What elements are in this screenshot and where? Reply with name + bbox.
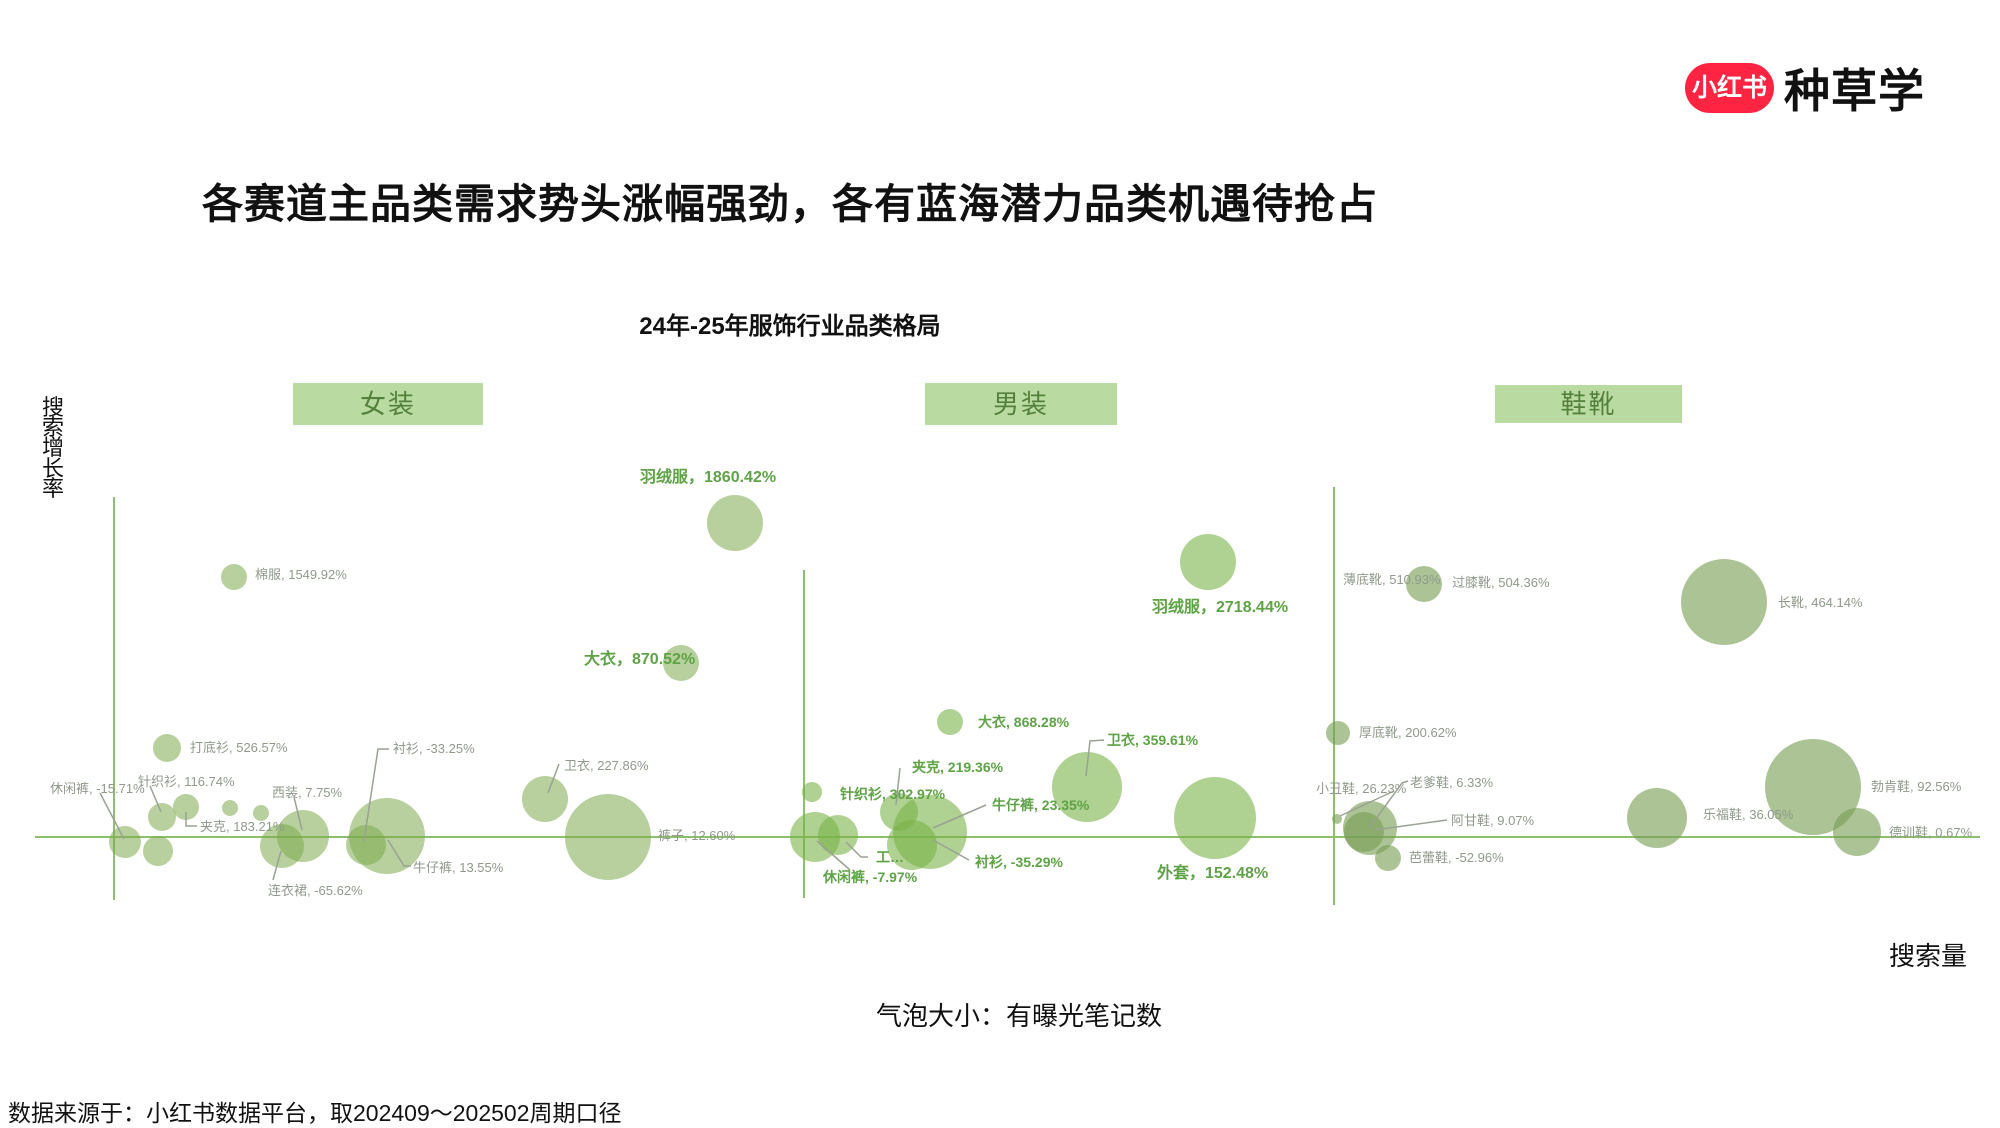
bubble-label: 针织衫, 302.97% bbox=[840, 786, 946, 802]
logo: 小红书 种草学 bbox=[1685, 55, 1925, 121]
bubble-label: 勃肯鞋, 92.56% bbox=[1871, 779, 1962, 794]
bubble-label: 阿甘鞋, 9.07% bbox=[1451, 813, 1535, 828]
bubble-label: 过膝靴, 504.36% bbox=[1452, 575, 1550, 590]
page-title: 各赛道主品类需求势头涨幅强劲，各有蓝海潜力品类机遇待抢占 bbox=[202, 181, 1378, 227]
bubble-label: 大衣, 868.28% bbox=[978, 714, 1070, 730]
bubble bbox=[109, 826, 141, 858]
bubble-size-legend: 气泡大小：有曝光笔记数 bbox=[876, 1001, 1163, 1031]
bubble bbox=[663, 645, 699, 681]
bubble-label: 西装, 7.75% bbox=[272, 785, 343, 800]
bubble bbox=[173, 794, 199, 820]
bubble-label: 工… bbox=[876, 849, 904, 865]
bubble-label: 大衣，870.52% bbox=[584, 651, 696, 668]
bubble-label: 休闲裤, -15.71% bbox=[50, 781, 145, 796]
bubble-label: 老爹鞋, 6.33% bbox=[1410, 775, 1494, 790]
x-axis-line bbox=[35, 836, 1980, 838]
bubble-label: 牛仔裤, 23.35% bbox=[992, 797, 1090, 813]
y-axis-line bbox=[113, 497, 115, 900]
bubble-label: 衬衫, -33.25% bbox=[393, 741, 475, 756]
bubble-label: 夹克, 183.21% bbox=[200, 819, 285, 834]
bubble bbox=[1375, 845, 1401, 871]
bubble bbox=[887, 820, 937, 870]
bubble-label: 芭蕾鞋, -52.96% bbox=[1409, 850, 1504, 865]
bubble-label: 夹克, 219.36% bbox=[912, 759, 1004, 775]
bubble-label: 小丑鞋, 26.23% bbox=[1316, 781, 1407, 796]
y-axis-label: 搜索增长率 bbox=[42, 395, 65, 501]
bubble-label: 羽绒服，2718.44% bbox=[1152, 599, 1289, 616]
bubble-label: 棉服, 1549.92% bbox=[255, 567, 347, 582]
bubble bbox=[790, 812, 840, 862]
bubble-label: 卫衣, 227.86% bbox=[564, 758, 649, 773]
bubble bbox=[802, 782, 822, 802]
bubble bbox=[221, 564, 247, 590]
x-axis-label: 搜索量 bbox=[1889, 941, 1968, 971]
bubble-label: 牛仔裤, 13.55% bbox=[413, 860, 504, 875]
data-source-note: 数据来源于：小红书数据平台，取202409～202502周期口径 bbox=[8, 1100, 622, 1126]
bubble bbox=[1681, 559, 1767, 645]
bubble bbox=[148, 803, 176, 831]
bubble bbox=[1627, 788, 1687, 848]
bubble-label: 德训鞋, 0.67% bbox=[1889, 825, 1973, 840]
bubble bbox=[707, 495, 763, 551]
bubble bbox=[143, 836, 173, 866]
bubble-label: 打底衫, 526.57% bbox=[190, 740, 288, 755]
chart-title: 24年-25年服饰行业品类格局 bbox=[639, 313, 941, 340]
bubble bbox=[153, 734, 181, 762]
bubble-label: 羽绒服，1860.42% bbox=[640, 469, 777, 486]
bubble bbox=[1180, 534, 1236, 590]
bubble bbox=[1326, 721, 1350, 745]
bubble-label: 乐福鞋, 36.05% bbox=[1703, 807, 1794, 822]
bubble bbox=[1174, 777, 1256, 859]
panel-header-男装: 男装 bbox=[925, 383, 1117, 425]
bubble-label: 连衣裙, -65.62% bbox=[268, 883, 363, 898]
bubble bbox=[1332, 814, 1342, 824]
logo-brand-text: 种草学 bbox=[1784, 65, 1925, 117]
bubble bbox=[260, 824, 304, 868]
bubble bbox=[222, 800, 238, 816]
bubble-label: 外套，152.48% bbox=[1157, 865, 1269, 882]
bubble bbox=[1344, 812, 1384, 852]
bubble-label: 薄底靴, 510.93% bbox=[1343, 572, 1441, 587]
xiaohongshu-logo-badge: 小红书 bbox=[1685, 63, 1774, 113]
bubble-label: 裤子, 12.60% bbox=[658, 828, 736, 843]
bubble-label: 针织衫, 116.74% bbox=[138, 774, 235, 789]
bubble bbox=[1406, 566, 1442, 602]
bubble bbox=[937, 709, 963, 735]
bubble-label: 衬衫, -35.29% bbox=[975, 854, 1063, 870]
bubble bbox=[565, 794, 651, 880]
panel-header-女装: 女装 bbox=[293, 383, 483, 425]
bubble-label: 卫衣, 359.61% bbox=[1107, 732, 1199, 748]
bubble-label: 厚底靴, 200.62% bbox=[1359, 725, 1457, 740]
bubble bbox=[1833, 808, 1881, 856]
bubble-label: 长靴, 464.14% bbox=[1778, 595, 1863, 610]
bubble bbox=[253, 805, 269, 821]
y-axis-line bbox=[1333, 487, 1335, 905]
bubble-label: 休闲裤, -7.97% bbox=[823, 869, 918, 885]
bubble bbox=[522, 776, 568, 822]
y-axis-line bbox=[803, 570, 805, 898]
panel-header-鞋靴: 鞋靴 bbox=[1495, 385, 1682, 423]
